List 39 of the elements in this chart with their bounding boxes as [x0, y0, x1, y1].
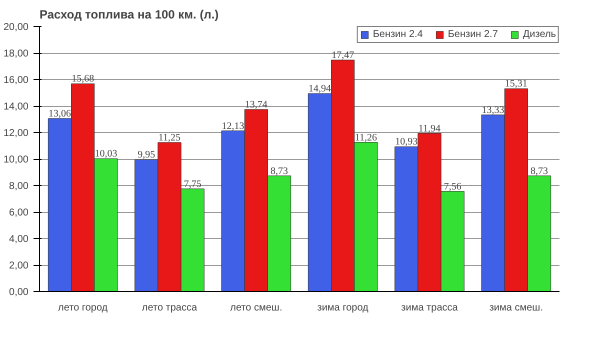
data-label: 13,06 — [48, 108, 71, 120]
data-label: 15,31 — [504, 78, 528, 90]
data-label: 14,94 — [308, 84, 331, 95]
data-label: 11,26 — [354, 132, 378, 144]
data-label: 9,95 — [138, 150, 156, 161]
x-tick-label: зима город — [317, 302, 369, 314]
x-tick-label: зима трасса — [401, 302, 458, 314]
data-label: 15,68 — [72, 74, 94, 85]
y-tick-label: 4,00 — [9, 234, 29, 245]
data-label: 10,03 — [94, 148, 118, 160]
y-tick-label: 18,00 — [3, 48, 29, 60]
data-label: 11,94 — [418, 123, 441, 134]
y-tick-label: 16,00 — [3, 75, 29, 86]
y-tick-label: 20,00 — [3, 22, 29, 33]
data-label: 8,73 — [270, 166, 288, 177]
data-label: 12,13 — [222, 120, 244, 132]
y-tick-label: 0,00 — [9, 287, 29, 298]
data-label: 13,33 — [482, 104, 504, 116]
legend-label: Бензин 2.4 — [372, 29, 423, 40]
data-label: 8,73 — [530, 166, 548, 177]
y-tick-label: 2,00 — [9, 260, 29, 272]
data-label: 17,47 — [332, 50, 354, 62]
legend-label: Бензин 2.7 — [448, 29, 498, 40]
y-tick-label: 8,00 — [9, 181, 29, 192]
chart-title: Расход топлива на 100 км. (л.) — [40, 8, 219, 22]
data-label: 13,74 — [244, 99, 268, 110]
x-tick-label: лето город — [58, 302, 108, 314]
y-tick-label: 10,00 — [3, 154, 29, 166]
data-label: 11,25 — [158, 132, 181, 144]
y-tick-label: 14,00 — [3, 102, 29, 112]
legend-label: Дизель — [522, 29, 556, 40]
x-tick-label: лето трасса — [142, 302, 198, 314]
data-label: 7,75 — [184, 178, 202, 190]
x-tick-label: лето смеш. — [230, 302, 282, 314]
x-tick-label: зима смеш. — [489, 302, 543, 314]
data-label: 7,56 — [444, 181, 462, 192]
y-tick-label: 6,00 — [9, 208, 29, 218]
y-tick-label: 12,00 — [3, 128, 29, 139]
data-label: 10,93 — [395, 136, 418, 148]
